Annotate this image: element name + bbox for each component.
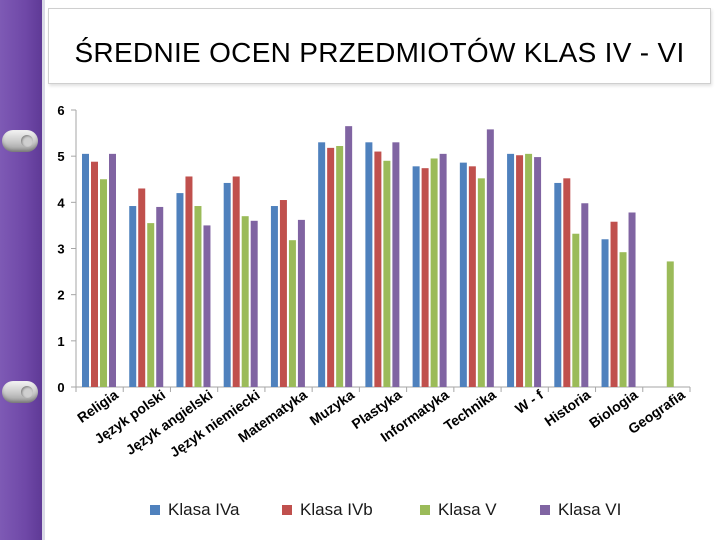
y-tick-label: 6 — [57, 103, 64, 118]
legend-swatch — [282, 505, 292, 515]
binder-strip — [0, 0, 42, 540]
bar-język-angielski-klasa-iva — [176, 193, 184, 387]
bar-język-polski-klasa-iva — [129, 206, 137, 387]
bar-język-niemiecki-klasa-vi — [250, 220, 258, 387]
bar-biologia-klasa-ivb — [610, 221, 618, 387]
bar-w-f-klasa-iva — [507, 153, 515, 387]
legend-label: Klasa IVb — [300, 500, 373, 519]
x-tick-label: W - f — [512, 386, 546, 417]
bar-historia-klasa-v — [572, 233, 580, 387]
bar-język-niemiecki-klasa-v — [241, 216, 249, 387]
bar-biologia-klasa-v — [619, 252, 627, 387]
bar-biologia-klasa-iva — [601, 239, 609, 387]
bar-język-angielski-klasa-vi — [203, 225, 211, 387]
bar-historia-klasa-iva — [554, 182, 562, 387]
bar-matematyka-klasa-ivb — [279, 200, 287, 387]
bar-biologia-klasa-vi — [628, 212, 636, 387]
bar-matematyka-klasa-v — [288, 240, 296, 387]
x-tick-label: Technika — [441, 386, 499, 433]
legend-item: Klasa V — [420, 498, 497, 522]
legend-label: Klasa IVa — [168, 500, 240, 519]
bar-język-polski-klasa-vi — [156, 206, 164, 387]
bar-technika-klasa-ivb — [468, 166, 476, 387]
legend-label: Klasa VI — [558, 500, 622, 519]
title-box: ŚREDNIE OCEN PRZEDMIOTÓW KLAS IV - VI — [48, 8, 711, 84]
bar-informatyka-klasa-iva — [412, 166, 420, 387]
binder-edge — [42, 0, 45, 540]
bar-technika-klasa-v — [477, 178, 485, 387]
bar-język-angielski-klasa-v — [194, 206, 202, 387]
bar-matematyka-klasa-iva — [270, 206, 278, 387]
bar-w-f-klasa-v — [525, 153, 533, 387]
legend-item: Klasa IVb — [282, 498, 373, 522]
y-tick-label: 0 — [57, 380, 64, 395]
bar-plastyka-klasa-iva — [365, 142, 373, 387]
legend-swatch — [540, 505, 550, 515]
bar-muzyka-klasa-vi — [345, 126, 353, 388]
legend-swatch — [420, 505, 430, 515]
bar-muzyka-klasa-v — [336, 146, 344, 387]
bar-język-niemiecki-klasa-iva — [223, 182, 231, 387]
y-tick-label: 4 — [57, 195, 65, 210]
bar-technika-klasa-iva — [459, 162, 467, 387]
chart-title: ŚREDNIE OCEN PRZEDMIOTÓW KLAS IV - VI — [74, 37, 685, 68]
bar-religia-klasa-iva — [82, 153, 89, 387]
bar-religia-klasa-ivb — [91, 161, 98, 387]
bar-geografia-klasa-v — [666, 261, 674, 387]
bar-plastyka-klasa-ivb — [374, 151, 382, 387]
bar-informatyka-klasa-vi — [439, 153, 447, 387]
bar-religia-klasa-v — [100, 179, 107, 387]
bar-informatyka-klasa-ivb — [421, 168, 429, 387]
bar-w-f-klasa-ivb — [516, 155, 524, 387]
y-tick-label: 2 — [57, 288, 64, 303]
bar-muzyka-klasa-iva — [318, 142, 326, 387]
bar-plastyka-klasa-v — [383, 160, 391, 387]
binder-ring — [2, 130, 38, 152]
chart-legend: Klasa IVa Klasa IVb Klasa V Klasa VI — [150, 498, 670, 522]
bar-technika-klasa-vi — [486, 129, 494, 387]
legend-item: Klasa IVa — [150, 498, 240, 522]
y-tick-label: 5 — [57, 149, 64, 164]
y-tick-label: 1 — [57, 334, 64, 349]
bar-w-f-klasa-vi — [534, 157, 542, 387]
bar-matematyka-klasa-vi — [297, 219, 305, 387]
bar-historia-klasa-vi — [581, 203, 589, 387]
y-tick-label: 3 — [57, 242, 64, 257]
x-tick-label: Historia — [541, 386, 593, 429]
bar-informatyka-klasa-v — [430, 158, 438, 387]
bar-muzyka-klasa-ivb — [327, 147, 335, 387]
legend-item: Klasa VI — [540, 498, 621, 522]
bar-historia-klasa-ivb — [563, 178, 571, 387]
legend-label: Klasa V — [438, 500, 497, 519]
bar-język-angielski-klasa-ivb — [185, 176, 193, 387]
bar-język-polski-klasa-v — [147, 223, 155, 387]
bar-religia-klasa-vi — [109, 153, 116, 387]
bar-język-polski-klasa-ivb — [138, 188, 146, 387]
binder-ring — [2, 381, 38, 403]
legend-swatch — [150, 505, 160, 515]
bar-plastyka-klasa-vi — [392, 142, 400, 387]
bar-język-niemiecki-klasa-ivb — [232, 176, 240, 387]
